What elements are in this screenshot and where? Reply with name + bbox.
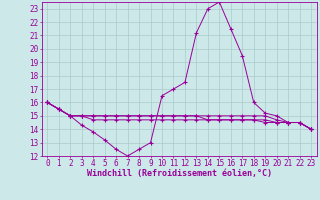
X-axis label: Windchill (Refroidissement éolien,°C): Windchill (Refroidissement éolien,°C) xyxy=(87,169,272,178)
